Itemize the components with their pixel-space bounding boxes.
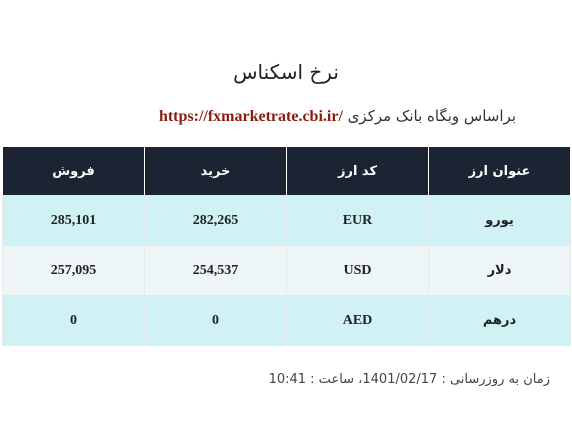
buy-rate: 282,265 bbox=[144, 195, 287, 246]
currency-name: دلار bbox=[428, 245, 571, 296]
sell-rate: 0 bbox=[2, 295, 145, 346]
sell-rate: 285,101 bbox=[2, 195, 145, 246]
table-row: درهم AED 0 0 bbox=[2, 295, 571, 346]
source-text: براساس وبگاه بانک مرکزی bbox=[347, 107, 516, 125]
header-sell: فروش bbox=[2, 147, 145, 196]
table-row: یورو EUR 282,265 285,101 bbox=[2, 195, 571, 246]
update-timestamp: زمان به روزرسانی : 1401/02/17، ساعت : 10… bbox=[268, 372, 550, 387]
table-row: دلار USD 254,537 257,095 bbox=[2, 245, 571, 296]
header-currency-name: عنوان ارز bbox=[428, 147, 571, 196]
buy-rate: 254,537 bbox=[144, 245, 287, 296]
currency-code: USD bbox=[286, 245, 429, 296]
currency-name: درهم bbox=[428, 295, 571, 346]
table-header-row: عنوان ارز کد ارز خرید فروش bbox=[2, 147, 571, 196]
exchange-rate-table: عنوان ارز کد ارز خرید فروش یورو EUR 282,… bbox=[2, 147, 571, 346]
currency-code: EUR bbox=[286, 195, 429, 246]
buy-rate: 0 bbox=[144, 295, 287, 346]
sell-rate: 257,095 bbox=[2, 245, 145, 296]
header-currency-code: کد ارز bbox=[286, 147, 429, 196]
header-buy: خرید bbox=[144, 147, 287, 196]
page-title: نرخ اسکناس bbox=[233, 60, 339, 84]
source-link[interactable]: https://fxmarketrate.cbi.ir/ bbox=[158, 108, 343, 125]
currency-code: AED bbox=[286, 295, 429, 346]
currency-name: یورو bbox=[428, 195, 571, 246]
source-line: براساس وبگاه بانک مرکزی https://fxmarket… bbox=[159, 104, 516, 129]
